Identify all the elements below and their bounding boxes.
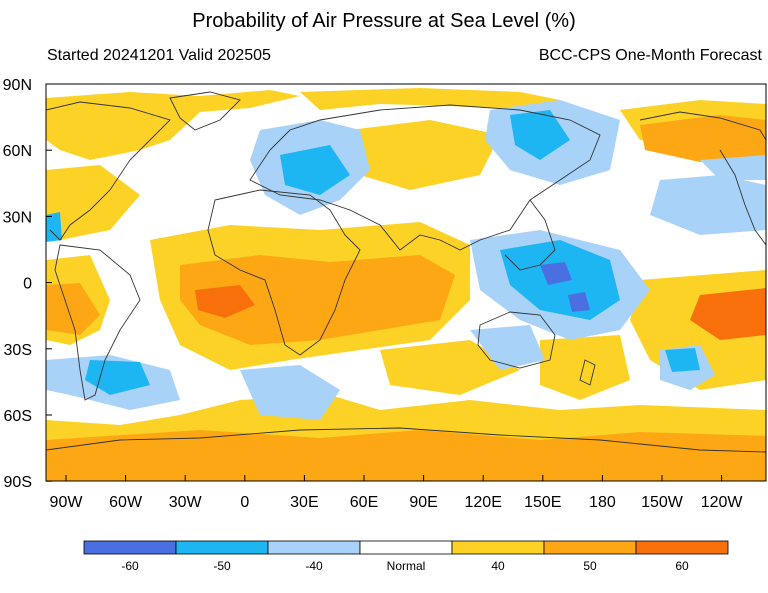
lon-label: 60E xyxy=(350,494,378,511)
lon-label: 120W xyxy=(701,494,744,511)
map-title: Probability of Air Pressure at Sea Level… xyxy=(192,10,576,32)
legend-label: 60 xyxy=(675,559,689,573)
below-normal-60-region xyxy=(568,292,590,312)
lon-label: 120E xyxy=(465,494,502,511)
lon-label: 150W xyxy=(641,494,684,511)
africa-coastline xyxy=(207,189,361,356)
east-asia-coastline xyxy=(504,199,556,271)
legend-swatch xyxy=(635,540,729,555)
forecast-dates: Started 20241201 Valid 202505 xyxy=(47,47,271,64)
legend-swatch xyxy=(267,540,361,555)
coastlines xyxy=(46,91,766,453)
above-normal-40-region xyxy=(46,90,300,160)
above-normal-50-region xyxy=(46,283,100,335)
below-normal-40-region xyxy=(700,155,766,180)
lon-label: 0 xyxy=(240,494,249,511)
above-normal-40-region xyxy=(300,88,560,110)
below-normal-60-region xyxy=(540,262,572,285)
longitude-axis: 90W 60W 30W 0 30E 60E 90E 120E 150E 180 150W 120W xyxy=(50,475,744,511)
probability-shading xyxy=(46,88,766,481)
below-normal-40-region xyxy=(240,365,340,420)
lat-label: 60N xyxy=(3,143,32,160)
lon-label: 90E xyxy=(409,494,437,511)
lat-label: 30S xyxy=(4,342,32,359)
lat-label: 0 xyxy=(23,276,32,293)
above-normal-50-region xyxy=(640,115,766,162)
lon-label: 60W xyxy=(109,494,143,511)
above-normal-50-region xyxy=(46,430,766,481)
legend-swatch xyxy=(175,540,269,555)
north-america-west-coastline xyxy=(719,149,766,246)
legend-label: Normal xyxy=(387,559,426,573)
lon-label: 150E xyxy=(524,494,561,511)
lon-label: 90W xyxy=(50,494,84,511)
lon-label: 180 xyxy=(589,494,616,511)
lon-label: 30W xyxy=(169,494,203,511)
legend-label: 40 xyxy=(491,559,505,573)
lat-label: 60S xyxy=(4,408,32,425)
legend-swatch xyxy=(543,540,637,555)
alaska-coastline xyxy=(639,111,766,141)
antarctica-coastline xyxy=(46,427,766,453)
below-normal-50-region xyxy=(665,348,700,372)
below-normal-50-region xyxy=(510,110,570,160)
above-normal-60-region xyxy=(195,285,255,318)
map-frame xyxy=(46,84,766,481)
new-zealand-coastline xyxy=(579,359,596,386)
legend-label: -40 xyxy=(305,559,323,573)
lon-label: 30E xyxy=(290,494,318,511)
legend-swatch xyxy=(83,540,177,555)
legend-swatch xyxy=(451,540,545,555)
above-normal-40-region xyxy=(540,335,630,400)
color-legend: -60 -50 -40 Normal 40 50 60 xyxy=(83,540,729,573)
below-normal-50-region xyxy=(46,212,62,242)
legend-label: -50 xyxy=(213,559,231,573)
above-normal-50-region xyxy=(180,255,455,345)
below-normal-50-region xyxy=(85,360,150,395)
latitude-axis: 90N 60N 30N 0 30S 60S 90S xyxy=(3,77,52,491)
forecast-source: BCC-CPS One-Month Forecast xyxy=(538,47,762,64)
above-normal-40-region xyxy=(350,120,500,190)
below-normal-40-region xyxy=(650,175,766,235)
legend-label: 50 xyxy=(583,559,597,573)
legend-label: -60 xyxy=(121,559,139,573)
below-normal-50-region xyxy=(280,145,350,195)
lat-label: 30N xyxy=(3,209,32,226)
above-normal-60-region xyxy=(690,288,766,340)
australia-coastline xyxy=(477,311,556,369)
south-america-coastline xyxy=(54,244,141,401)
lat-label: 90N xyxy=(3,77,32,94)
below-normal-40-region xyxy=(470,325,545,370)
greenland-coastline xyxy=(169,91,241,131)
legend-swatch xyxy=(359,540,453,555)
north-america-coastline xyxy=(46,101,171,241)
above-normal-40-region xyxy=(46,165,140,240)
lat-label: 90S xyxy=(4,474,32,491)
